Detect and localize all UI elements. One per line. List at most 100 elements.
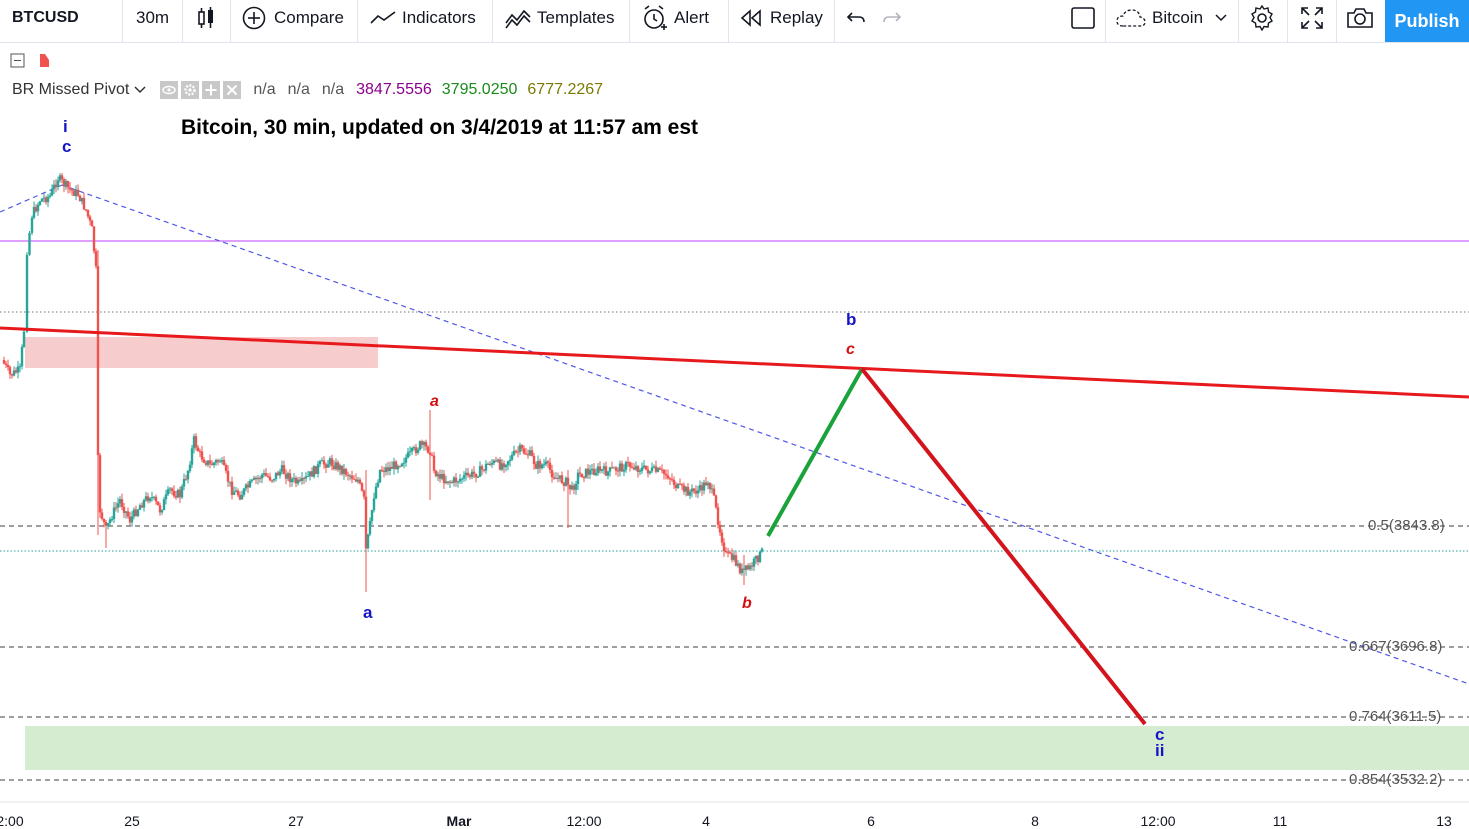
indicators-button[interactable]: Indicators xyxy=(370,0,476,36)
candle-body xyxy=(434,470,438,477)
candle-body xyxy=(248,480,252,488)
alarm-clock-icon xyxy=(644,5,667,30)
candle-body xyxy=(476,476,480,478)
candle-body xyxy=(58,175,62,181)
gear-icon[interactable] xyxy=(181,81,200,99)
candle-body xyxy=(380,469,384,471)
candle-body xyxy=(46,196,50,203)
settings-button[interactable] xyxy=(1249,0,1275,36)
undo-button[interactable] xyxy=(846,0,866,36)
candle-body xyxy=(20,346,24,367)
candle-body xyxy=(226,470,230,482)
candle-body xyxy=(412,447,416,449)
chart-type-button[interactable] xyxy=(196,0,216,36)
collapse-icon[interactable] xyxy=(10,53,25,68)
time-axis-label: 2:00 xyxy=(0,813,24,829)
candle-body xyxy=(532,455,536,465)
candle-body xyxy=(508,459,512,462)
candle-body xyxy=(210,463,214,466)
interval-button[interactable]: 30m xyxy=(136,0,169,36)
candle-body xyxy=(668,478,672,480)
candle-body xyxy=(644,465,648,470)
redo-button[interactable] xyxy=(882,0,902,36)
candle-body xyxy=(420,441,424,445)
plus-icon[interactable] xyxy=(202,81,221,99)
fullscreen-select-button[interactable] xyxy=(1071,0,1095,36)
candle-body xyxy=(314,466,318,474)
candle-body xyxy=(346,474,350,476)
candle-body xyxy=(758,551,762,563)
compare-button[interactable]: Compare xyxy=(242,0,344,36)
snapshot-button[interactable] xyxy=(1346,0,1374,36)
candle-body xyxy=(132,509,136,517)
candle-body xyxy=(54,184,58,188)
candle-body xyxy=(354,479,358,482)
trendline-left xyxy=(0,184,63,213)
eye-icon[interactable] xyxy=(160,81,179,99)
candle-body xyxy=(184,479,188,481)
candle-body xyxy=(712,488,716,496)
candle-body xyxy=(384,467,388,473)
candle-body xyxy=(462,475,466,479)
chart-annotation-title[interactable]: Bitcoin, 30 min, updated on 3/4/2019 at … xyxy=(181,116,699,139)
replay-button[interactable]: Replay xyxy=(740,0,823,36)
candle-body xyxy=(106,523,110,526)
candle-body xyxy=(388,466,392,471)
indicator-value: n/a xyxy=(253,81,276,98)
candle-body xyxy=(492,460,496,464)
candle-body xyxy=(78,195,82,202)
candle-body xyxy=(174,495,178,498)
resistance-zone xyxy=(25,337,378,368)
candle-body xyxy=(590,468,594,471)
candle-body xyxy=(6,364,10,368)
candle-body xyxy=(326,464,330,468)
candle-body xyxy=(68,187,72,190)
candle-body xyxy=(626,462,630,464)
camera-icon xyxy=(1347,8,1373,28)
candle-body xyxy=(450,481,454,483)
candle-body xyxy=(436,474,440,477)
candle-body xyxy=(544,461,548,465)
symbol-search[interactable]: BTCUSD xyxy=(12,0,79,36)
candle-body xyxy=(586,468,590,475)
candle-body xyxy=(500,463,504,470)
candle-body xyxy=(4,363,8,365)
candle-body xyxy=(478,466,482,477)
candle-body xyxy=(316,464,320,474)
candle-body xyxy=(124,511,128,513)
candle-body xyxy=(652,466,656,468)
templates-button[interactable]: Templates xyxy=(505,0,614,36)
toolbar-divider xyxy=(122,0,123,42)
layout-dropdown[interactable]: Bitcoin xyxy=(1116,0,1227,36)
close-icon[interactable] xyxy=(223,81,242,99)
fullscreen-button[interactable] xyxy=(1300,0,1324,36)
candle-body xyxy=(110,519,114,521)
candle-body xyxy=(654,466,658,472)
candle-body xyxy=(322,460,326,465)
candle-body xyxy=(692,488,696,492)
time-axis-label: 25 xyxy=(124,813,140,829)
indicator-legend[interactable]: BR Missed Pivot n/a n/a n/a 3847.5556 37… xyxy=(12,78,603,102)
candle-body xyxy=(112,507,116,520)
candle-body xyxy=(62,179,66,187)
candle-body xyxy=(406,452,410,458)
candle-body xyxy=(382,470,386,473)
candle-body xyxy=(232,491,236,495)
candle-body xyxy=(224,465,228,471)
candle-body xyxy=(464,472,468,476)
alert-button[interactable]: Alert xyxy=(642,0,709,36)
candle-body xyxy=(146,496,150,502)
candle-body xyxy=(336,462,340,470)
candle-body xyxy=(650,467,654,472)
candle-body xyxy=(292,477,296,480)
candle-body xyxy=(172,490,176,496)
publish-button[interactable]: Publish xyxy=(1385,0,1469,42)
candle-body xyxy=(390,466,394,469)
candle-body xyxy=(236,490,240,496)
legend-controls xyxy=(10,53,49,68)
candle-body xyxy=(402,462,406,464)
toolbar-divider xyxy=(1287,0,1288,42)
indicator-value: 3847.5556 xyxy=(356,81,432,98)
candle-body xyxy=(16,366,20,373)
candle-body xyxy=(244,484,248,489)
